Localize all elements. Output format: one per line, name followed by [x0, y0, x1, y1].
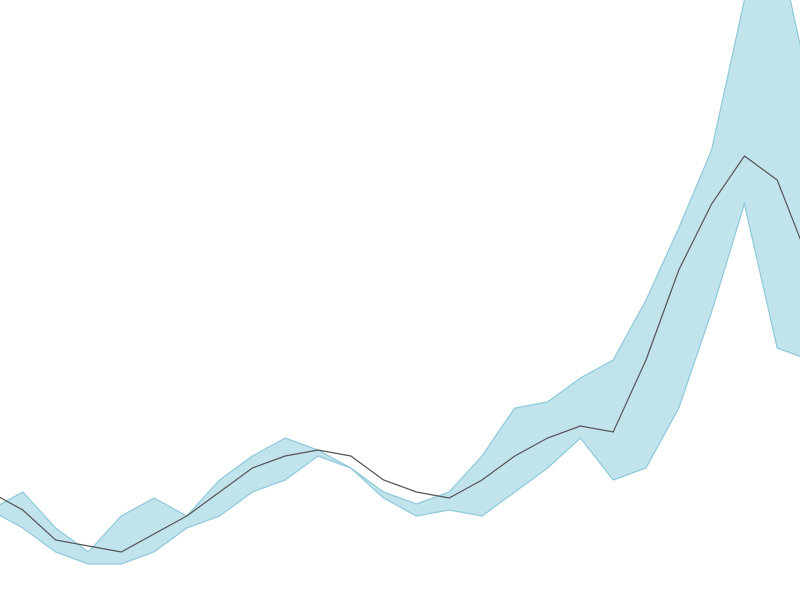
line-chart — [0, 0, 800, 600]
confidence-band-fill — [0, 0, 800, 564]
